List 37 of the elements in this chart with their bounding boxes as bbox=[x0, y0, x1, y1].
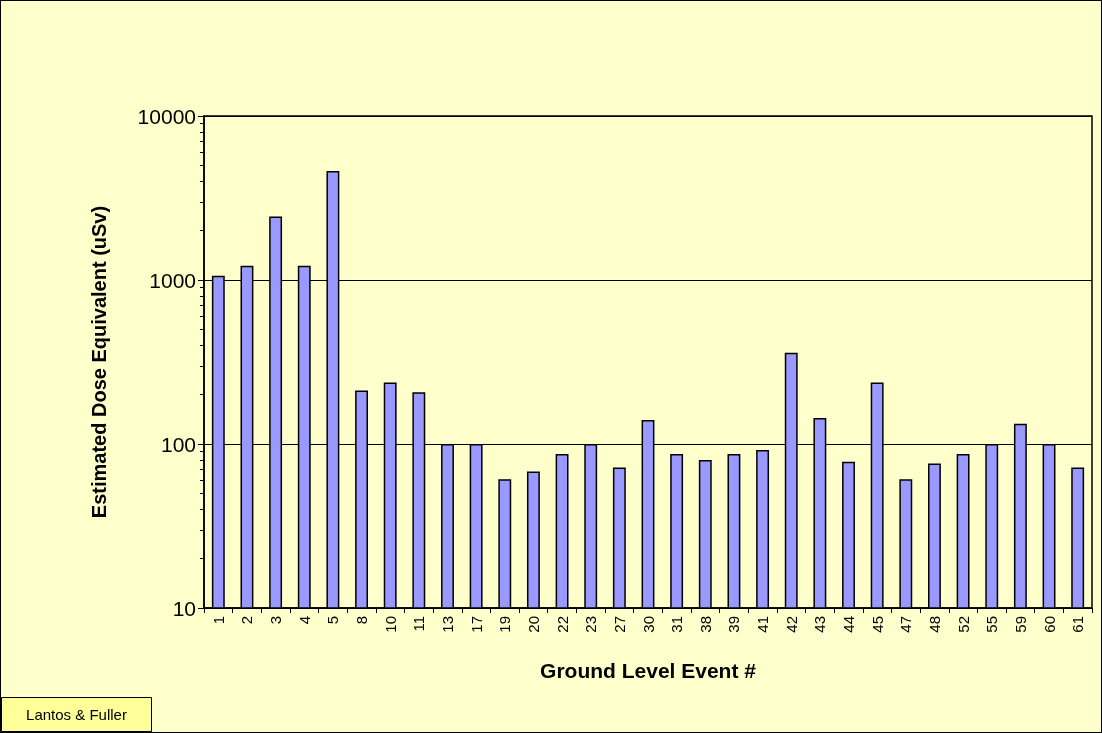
y-tick-label: 100 bbox=[160, 432, 196, 456]
x-tick-label: 59 bbox=[1011, 616, 1029, 633]
x-tick-label: 8 bbox=[353, 616, 371, 625]
x-tick-label: 2 bbox=[238, 616, 256, 625]
y-axis-title: Estimated Dose Equivalent (uSv) bbox=[88, 205, 110, 519]
x-tick-label: 43 bbox=[811, 616, 829, 633]
x-tick-label: 13 bbox=[438, 616, 456, 633]
x-tick-label: 19 bbox=[496, 616, 514, 633]
x-tick-label: 60 bbox=[1040, 616, 1058, 633]
x-tick-label: 10 bbox=[381, 616, 399, 633]
x-tick-label: 38 bbox=[696, 616, 714, 633]
text: Lantos & Fuller bbox=[26, 706, 127, 723]
x-tick-label: 23 bbox=[582, 616, 600, 633]
x-tick-label: 27 bbox=[610, 616, 628, 633]
x-tick-label: 11 bbox=[410, 616, 428, 632]
y-tick-label: 1000 bbox=[149, 268, 196, 292]
x-tick-label: 39 bbox=[725, 616, 743, 633]
x-tick-label: 22 bbox=[553, 616, 571, 633]
x-axis-title: Ground Level Event # bbox=[540, 659, 757, 682]
x-tick-label: 4 bbox=[295, 616, 313, 625]
x-tick-label: 44 bbox=[840, 616, 858, 633]
x-tick-label: 47 bbox=[897, 616, 915, 633]
x-tick-label: 52 bbox=[954, 616, 972, 633]
x-tick-label: 3 bbox=[267, 616, 285, 625]
x-tick-label: 48 bbox=[925, 616, 943, 633]
x-tick-label: 41 bbox=[754, 616, 772, 633]
x-tick-label: 17 bbox=[467, 616, 485, 633]
x-tick-label: 1 bbox=[209, 616, 227, 625]
x-tick-label: 31 bbox=[668, 616, 686, 633]
x-tick-label: 20 bbox=[524, 616, 542, 633]
x-tick-label: 5 bbox=[324, 616, 342, 625]
x-tick-label: 45 bbox=[868, 616, 886, 633]
x-tick-label: 61 bbox=[1069, 616, 1087, 633]
x-tick-label: 55 bbox=[983, 616, 1001, 633]
y-tick-label: 10000 bbox=[137, 104, 196, 128]
x-tick-label: 30 bbox=[639, 616, 657, 633]
x-tick-label: 42 bbox=[782, 616, 800, 633]
